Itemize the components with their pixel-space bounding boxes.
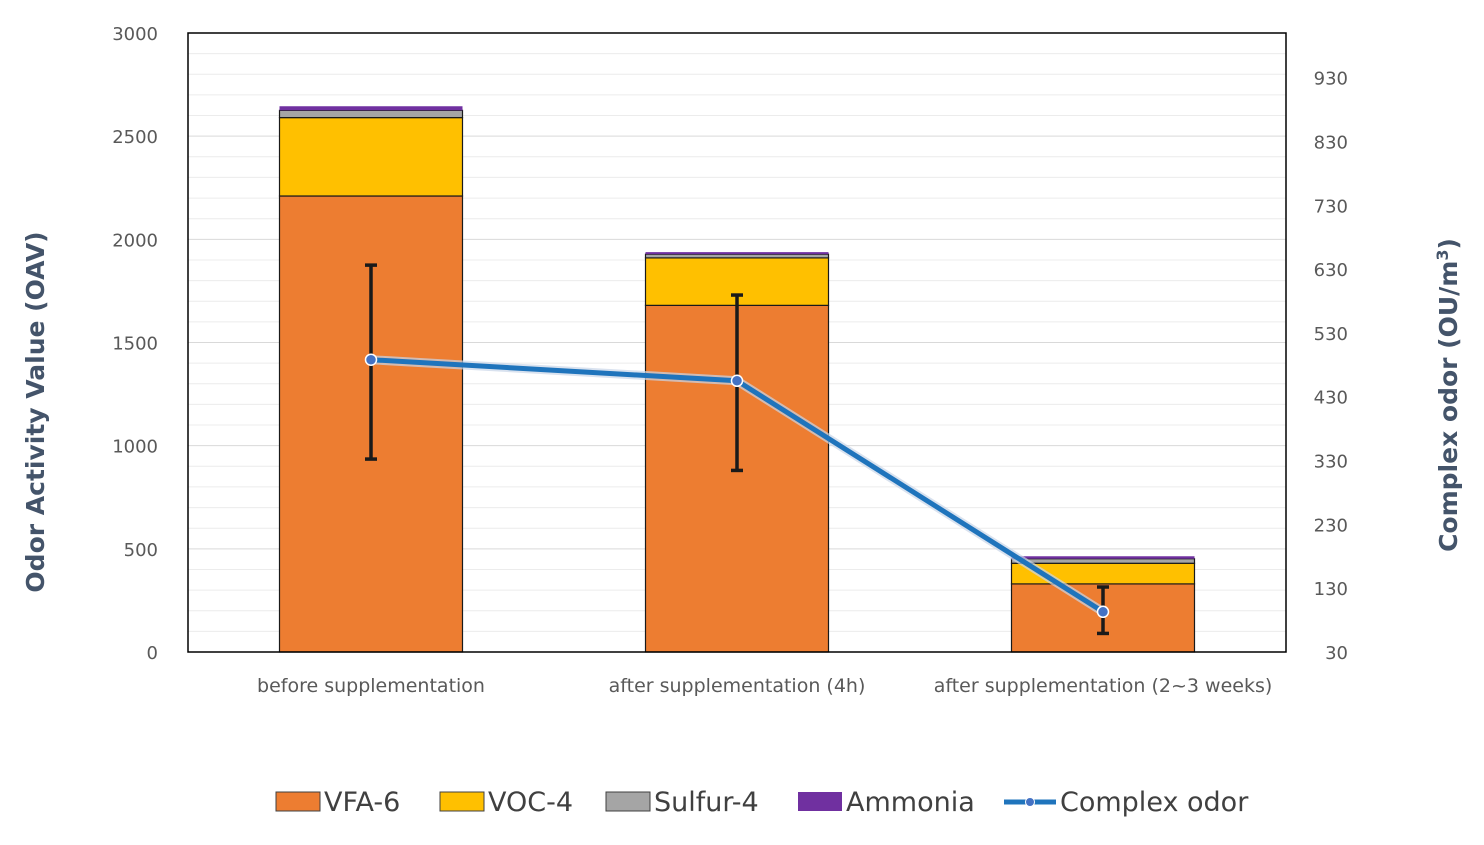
left-tick-label: 0 bbox=[147, 643, 158, 664]
category-labels: before supplementation after supplementat… bbox=[257, 675, 1272, 697]
right-axis-title-end: ) bbox=[1434, 238, 1463, 249]
legend-label-ammonia: Ammonia bbox=[846, 787, 975, 818]
right-tick-label: 730 bbox=[1314, 196, 1348, 217]
right-axis-title-main: Complex odor (OU/m bbox=[1434, 261, 1463, 552]
left-tick-label: 500 bbox=[124, 540, 158, 561]
right-axis-ticks: 30 130 230 330 430 530 630 730 830 930 bbox=[1314, 69, 1348, 664]
category-label-1: after supplementation (4h) bbox=[609, 675, 866, 697]
complex-odor-point-2 bbox=[1096, 605, 1110, 619]
right-axis-title-superscript: 3 bbox=[1433, 250, 1452, 261]
legend-label-vfa-6: VFA-6 bbox=[324, 787, 400, 818]
plot-area-frame bbox=[187, 32, 1287, 653]
complex-odor-point-1 bbox=[730, 374, 744, 388]
right-axis-title: Complex odor (OU/m3) bbox=[1433, 238, 1463, 552]
legend-label-voc-4: VOC-4 bbox=[488, 787, 573, 818]
left-tick-label: 3000 bbox=[112, 24, 158, 45]
left-tick-label: 1000 bbox=[112, 437, 158, 458]
right-tick-label: 930 bbox=[1314, 69, 1348, 90]
bar-segment-sulfur-4-2 bbox=[1010, 558, 1196, 564]
complex-odor-point-0 bbox=[364, 353, 378, 366]
bar-segment-ammonia-0 bbox=[279, 106, 463, 111]
left-axis-title: Odor Activity Value (OAV) bbox=[21, 231, 50, 592]
legend-label-complex-odor: Complex odor bbox=[1060, 787, 1249, 818]
legend-swatch-sulfur-4 bbox=[605, 791, 651, 812]
right-tick-label: 130 bbox=[1314, 579, 1348, 600]
right-tick-label: 230 bbox=[1314, 515, 1348, 536]
right-tick-label: 430 bbox=[1314, 388, 1348, 409]
left-tick-label: 2500 bbox=[112, 127, 158, 148]
right-tick-label: 330 bbox=[1314, 452, 1348, 473]
bar-segment-ammonia-1 bbox=[645, 252, 829, 255]
right-tick-label: 630 bbox=[1314, 260, 1348, 281]
left-axis-ticks: 0 500 1000 1500 2000 2500 3000 bbox=[112, 24, 158, 664]
bar-segment-ammonia-2 bbox=[1011, 556, 1195, 559]
right-tick-label: 530 bbox=[1314, 324, 1348, 345]
legend-swatch-ammonia bbox=[798, 792, 842, 811]
legend-marker-complex-odor bbox=[1025, 797, 1035, 807]
legend-swatch-voc-4 bbox=[439, 791, 485, 812]
legend-swatch-vfa-6 bbox=[275, 791, 321, 812]
category-label-0: before supplementation bbox=[257, 675, 485, 697]
left-tick-label: 2000 bbox=[112, 230, 158, 251]
right-tick-label: 30 bbox=[1325, 643, 1348, 664]
bar-segment-sulfur-4-1 bbox=[644, 253, 830, 259]
left-tick-label: 1500 bbox=[112, 334, 158, 355]
bar-segment-sulfur-4-0 bbox=[278, 109, 464, 119]
bar-segment-voc-4-0 bbox=[278, 116, 464, 197]
category-label-2: after supplementation (2~3 weeks) bbox=[934, 675, 1273, 697]
legend: VFA-6 VOC-4 Sulfur-4 Ammonia Complex odo… bbox=[275, 787, 1249, 818]
legend-label-sulfur-4: Sulfur-4 bbox=[654, 787, 759, 818]
right-tick-label: 830 bbox=[1314, 132, 1348, 153]
complex-odor-line bbox=[364, 353, 1110, 619]
